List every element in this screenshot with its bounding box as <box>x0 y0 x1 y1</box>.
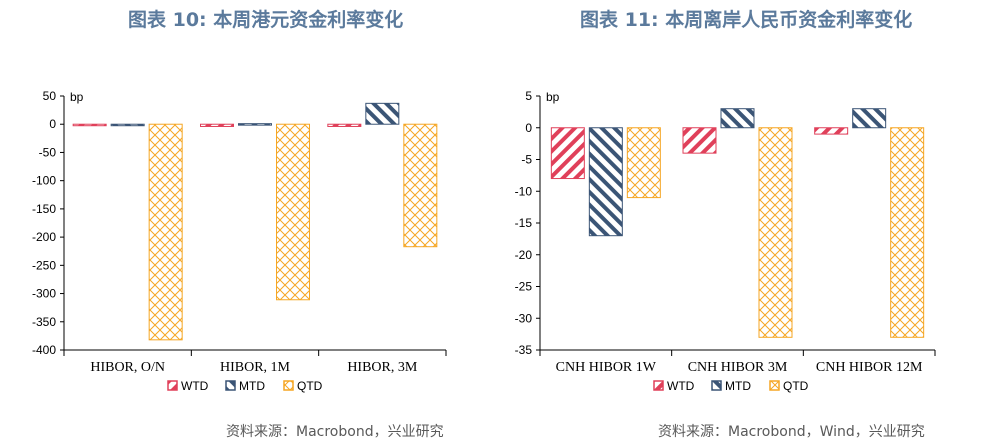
y-tick-label: 5 <box>525 89 532 103</box>
bar-wtd <box>682 127 717 154</box>
y-tick-label: -350 <box>32 315 56 329</box>
chart-11-title: 图表 11: 本周离岸人民币资金利率变化 <box>580 9 913 31</box>
y-tick-label: -50 <box>39 145 57 159</box>
y-tick-label: -200 <box>32 230 56 244</box>
y-tick-label: 0 <box>49 117 56 131</box>
y-tick-label: -5 <box>521 153 532 167</box>
y-tick-label: -150 <box>32 202 56 216</box>
x-tick-label: HIBOR, O/N <box>90 360 165 375</box>
y-tick-label: -35 <box>515 343 533 357</box>
bar-qtd <box>403 123 438 248</box>
chart-10: 50 0 -50 -100 -150 -200 -250 -300 -350 -400 bp HIBO… <box>32 89 447 393</box>
legend-swatch-wtd <box>653 380 664 391</box>
legend-label-mtd: MTD <box>725 379 751 393</box>
chart-10-source: 资料来源：Macrobond，兴业研究 <box>226 424 444 440</box>
x-tick-label: CNH HIBOR 3M <box>688 360 788 375</box>
legend-label-qtd: QTD <box>783 379 809 393</box>
bar-wtd <box>550 127 585 180</box>
bar-qtd <box>890 127 925 338</box>
legend-swatch-wtd <box>167 380 178 391</box>
bar-wtd <box>814 127 849 135</box>
legend-swatch-qtd <box>769 380 780 391</box>
y-tick-label: -15 <box>515 216 533 230</box>
legend-label-qtd: QTD <box>297 379 323 393</box>
bar-mtd <box>238 123 272 126</box>
bar-wtd <box>327 123 362 127</box>
chart-11-source: 资料来源：Macrobond，Wind，兴业研究 <box>658 424 925 440</box>
y-unit-label: bp <box>70 90 84 104</box>
bar-mtd <box>365 102 400 125</box>
chart-11: 5 0 -5 -10 -15 -20 -25 -30 -35 bp CNH HIBOR 1W CNH … <box>515 89 936 393</box>
y-tick-label: -300 <box>32 287 56 301</box>
bar-mtd <box>720 108 755 129</box>
y-tick-label: -10 <box>515 184 533 198</box>
bar-mtd <box>852 108 887 129</box>
bar-qtd <box>148 123 183 341</box>
x-tick-label: CNH HIBOR 1W <box>556 360 657 375</box>
y-tick-label: -25 <box>515 280 533 294</box>
y-tick-label: -30 <box>515 311 533 325</box>
legend-label-wtd: WTD <box>181 379 209 393</box>
legend-swatch-mtd <box>225 380 236 391</box>
legend-label-wtd: WTD <box>667 379 695 393</box>
chart-10-title: 图表 10: 本周港元资金利率变化 <box>128 9 404 31</box>
bar-qtd <box>276 123 310 301</box>
x-tick-label: HIBOR, 1M <box>220 360 291 375</box>
y-tick-label: 0 <box>525 121 532 135</box>
legend-label-mtd: MTD <box>239 379 265 393</box>
y-tick-label: -100 <box>32 174 56 188</box>
y-unit-label: bp <box>546 90 560 104</box>
x-tick-label: CNH HIBOR 12M <box>816 360 923 375</box>
bar-qtd <box>758 127 793 338</box>
y-tick-label: -400 <box>32 343 56 357</box>
bar-qtd <box>626 127 661 199</box>
y-tick-label: -250 <box>32 258 56 272</box>
bar-wtd <box>200 123 234 127</box>
legend-swatch-qtd <box>283 380 294 391</box>
legend-swatch-mtd <box>711 380 722 391</box>
bar-wtd <box>72 123 107 127</box>
y-tick-label: 50 <box>43 89 57 103</box>
bar-mtd <box>110 123 145 127</box>
x-tick-label: HIBOR, 3M <box>347 360 418 375</box>
bar-mtd <box>588 127 623 237</box>
y-tick-label: -20 <box>515 248 533 262</box>
